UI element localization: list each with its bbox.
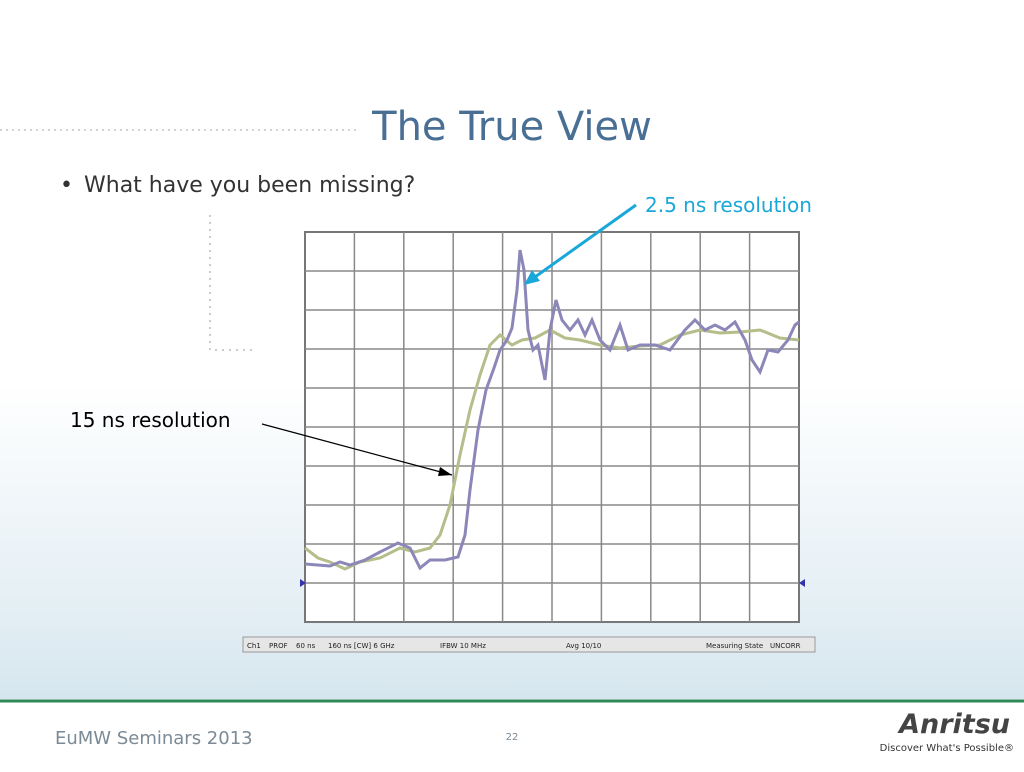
dotted-bracket	[209, 215, 255, 351]
title: The True View	[371, 104, 652, 150]
annotation-fine: 2.5 ns resolution	[645, 193, 812, 217]
plot	[300, 231, 805, 623]
footer-event: EuMW Seminars 2013	[55, 728, 253, 749]
brand: Anritsu	[897, 709, 1010, 740]
trace-15ns	[304, 328, 800, 571]
status-field: Avg 10/10	[566, 642, 601, 650]
status-field: PROF	[269, 642, 288, 650]
tagline: Discover What's Possible®	[880, 743, 1014, 754]
page-number: 22	[506, 732, 519, 743]
trace-2-5ns	[304, 249, 800, 571]
bullet-dot: •	[60, 173, 73, 198]
status-bar: Ch1 PROF 60 ns 160 ns [CW] 6 GHz IFBW 10 MHz…	[242, 636, 816, 653]
status-field: IFBW 10 MHz	[440, 642, 486, 650]
status-field: Measuring State	[706, 642, 763, 650]
status-field: 60 ns	[296, 642, 316, 650]
status-field: Ch1	[247, 642, 261, 650]
status-field: UNCORR	[770, 642, 801, 650]
arrow-coarse	[261, 423, 453, 476]
annotation-coarse: 15 ns resolution	[70, 408, 231, 432]
bullet: What have you been missing?	[84, 173, 415, 198]
arrow-fine	[527, 203, 637, 284]
arrowhead-fine	[524, 270, 540, 285]
status-bar-frame	[242, 636, 816, 653]
arrowhead-coarse	[438, 467, 452, 476]
status-field: 160 ns [CW] 6 GHz	[328, 642, 395, 650]
